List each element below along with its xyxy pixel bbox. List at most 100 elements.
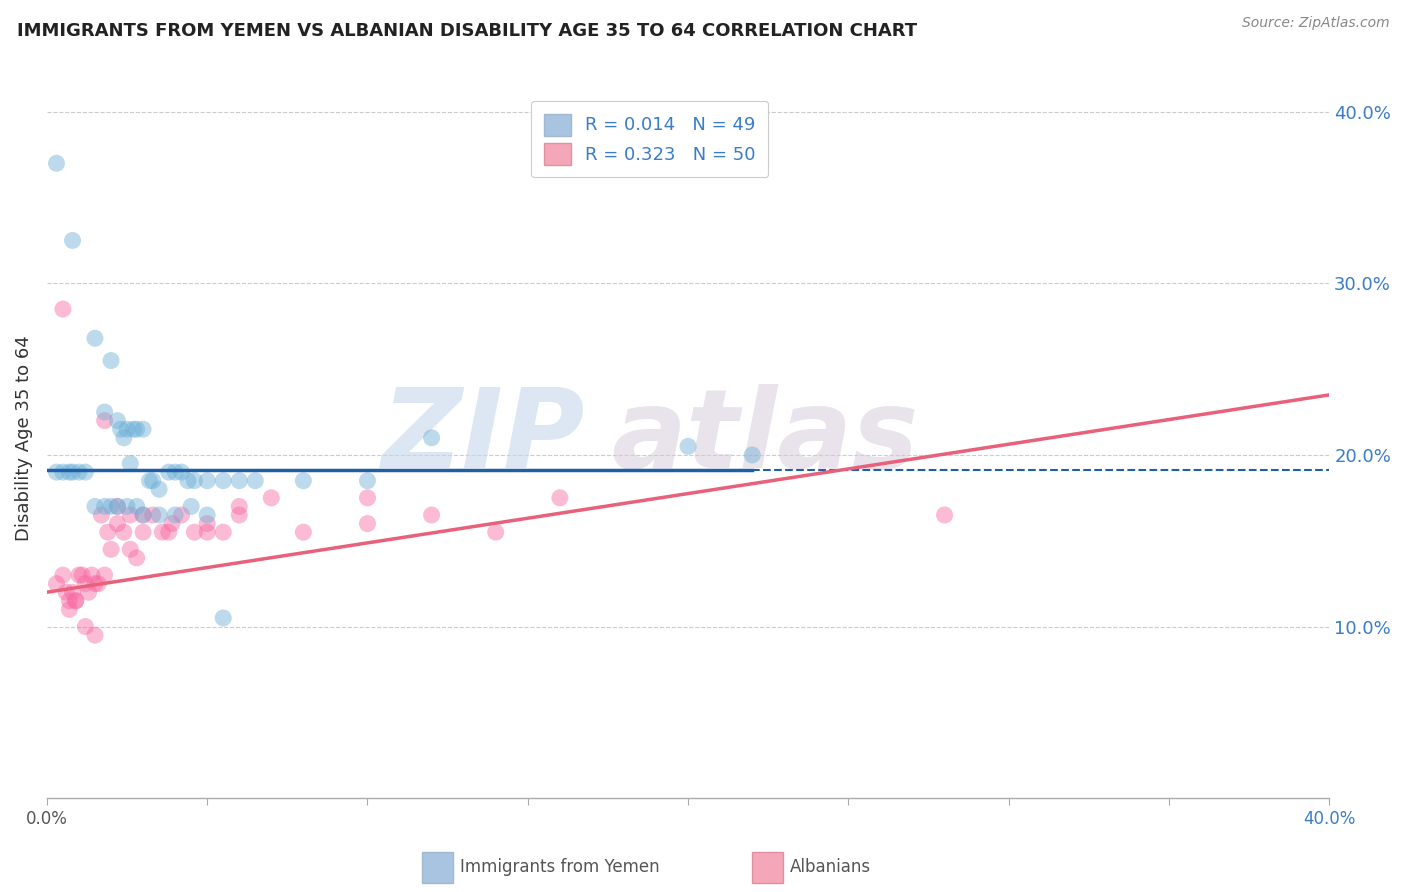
Point [97,525,120,540]
Point [548,491,571,505]
Point [125,550,148,565]
Point [212,611,235,625]
Text: ZIP: ZIP [382,384,585,491]
Point [292,474,315,488]
Point [165,465,187,479]
Point [676,439,699,453]
Point [228,500,250,514]
Point [125,422,148,436]
Point [112,525,135,540]
Point [120,508,142,522]
Point [120,542,142,557]
Point [212,474,235,488]
Point [107,414,129,428]
Point [183,525,205,540]
Point [112,431,135,445]
Point [93,405,115,419]
Point [420,431,443,445]
Point [52,568,75,582]
Text: Source: ZipAtlas.com: Source: ZipAtlas.com [1241,16,1389,30]
Point [183,474,205,488]
Point [195,508,218,522]
Point [100,500,122,514]
Point [120,457,142,471]
Legend: R = 0.014   N = 49, R = 0.323   N = 50: R = 0.014 N = 49, R = 0.323 N = 50 [531,101,768,178]
Point [165,508,187,522]
Point [212,525,235,540]
Point [75,465,97,479]
Point [115,500,138,514]
Point [58,465,80,479]
Point [62,234,84,248]
Point [356,516,378,531]
Point [87,576,110,591]
Point [245,474,267,488]
Point [132,422,155,436]
Point [485,525,508,540]
Point [195,525,218,540]
Point [177,474,200,488]
Point [138,474,160,488]
Point [62,465,84,479]
Point [67,465,90,479]
Point [132,525,155,540]
Point [65,594,87,608]
Point [93,414,115,428]
Point [356,491,378,505]
Point [52,302,75,317]
Point [148,483,170,497]
Text: Immigrants from Yemen: Immigrants from Yemen [460,858,659,876]
Point [107,500,129,514]
Point [62,585,84,599]
Point [107,516,129,531]
Point [148,508,170,522]
Point [55,585,77,599]
Point [100,353,122,368]
Point [45,576,67,591]
Point [180,500,202,514]
Point [93,568,115,582]
Point [77,585,100,599]
Text: atlas: atlas [612,384,918,491]
Point [58,594,80,608]
Point [142,508,165,522]
Point [260,491,283,505]
Point [80,568,103,582]
Y-axis label: Disability Age 35 to 64: Disability Age 35 to 64 [15,334,32,541]
Point [84,500,107,514]
Point [228,508,250,522]
Text: IMMIGRANTS FROM YEMEN VS ALBANIAN DISABILITY AGE 35 TO 64 CORRELATION CHART: IMMIGRANTS FROM YEMEN VS ALBANIAN DISABI… [17,22,917,40]
Point [132,508,155,522]
Point [75,619,97,633]
Point [356,474,378,488]
Point [160,516,183,531]
Point [195,474,218,488]
Point [65,594,87,608]
Point [228,474,250,488]
Point [75,576,97,591]
Point [107,500,129,514]
Point [170,465,193,479]
Point [934,508,956,522]
Point [292,525,315,540]
Point [58,602,80,616]
Text: Albanians: Albanians [790,858,872,876]
Point [420,508,443,522]
Point [100,542,122,557]
Point [125,500,148,514]
Point [52,465,75,479]
Point [67,568,90,582]
Point [150,525,173,540]
Point [115,422,138,436]
Point [132,508,155,522]
Point [157,525,180,540]
Point [93,500,115,514]
Point [45,156,67,170]
Point [90,508,112,522]
Point [70,568,93,582]
Point [84,576,107,591]
Point [110,422,132,436]
Point [84,331,107,345]
Point [84,628,107,642]
Point [45,465,67,479]
